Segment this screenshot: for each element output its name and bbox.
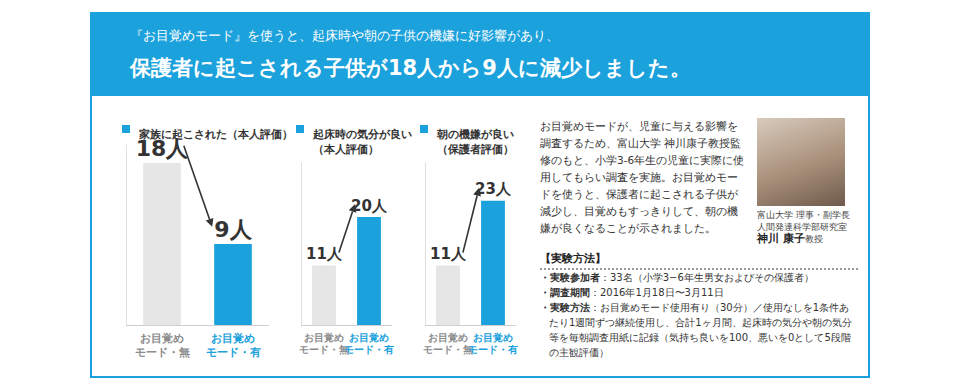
svg-text:9人: 9人 xyxy=(214,217,252,242)
svg-text:モード・無: モード・無 xyxy=(299,344,349,355)
html-text:人間発達科学部研究室: 人間発達科学部研究室 xyxy=(757,222,847,232)
svg-text:モード・有: モード・有 xyxy=(344,344,394,355)
html-text:・調査期間：2016年1月18日〜3月11日: ・調査期間：2016年1月18日〜3月11日 xyxy=(540,287,724,298)
svg-text:朝の機嫌が良い: 朝の機嫌が良い xyxy=(436,128,514,141)
svg-text:お目覚め: お目覚め xyxy=(140,332,184,345)
svg-text:20人: 20人 xyxy=(351,197,388,215)
svg-text:モード・無: モード・無 xyxy=(423,344,473,355)
html-text:保護者に起こされる子供が18人から9人に減少しました。: 保護者に起こされる子供が18人から9人に減少しました。 xyxy=(130,56,691,80)
svg-text:18人: 18人 xyxy=(135,135,189,161)
svg-text:11人: 11人 xyxy=(430,245,467,263)
svg-text:起床時の気分が良い: 起床時の気分が良い xyxy=(312,128,412,141)
html-text:お目覚めモードが、児童に与える影響を調査するため、富山大学: お目覚めモードが、児童に与える影響を調査するため、富山大学 神川康子教授監修のも… xyxy=(540,120,745,234)
svg-text:（保護者評価）: （保護者評価） xyxy=(437,143,514,156)
svg-text:お目覚め: お目覚め xyxy=(349,332,389,343)
svg-text:お目覚め: お目覚め xyxy=(304,332,344,343)
html-text:・実験方法：お目覚めモード使用有り（30分）／使用なしを1条: ・実験方法：お目覚めモード使用有り（30分）／使用なしを1条件あたり1週間ずつ継… xyxy=(540,302,852,358)
svg-text:モード・無: モード・無 xyxy=(135,346,190,359)
html-text:富山大学 理事・副学長: 富山大学 理事・副学長 xyxy=(757,210,850,220)
html-text:【実験方法】: 【実験方法】 xyxy=(540,252,606,265)
svg-text:家族に起こされた（本人評価）: 家族に起こされた（本人評価） xyxy=(138,128,293,141)
svg-text:お目覚め: お目覚め xyxy=(428,332,468,343)
html-text:・実験参加者：33名（小学3−6年生男女およびその保護者）: ・実験参加者：33名（小学3−6年生男女およびその保護者） xyxy=(540,272,814,283)
svg-text:（本人評価）: （本人評価） xyxy=(313,143,379,156)
html-text:『お目覚めモード』を使うと、起床時や朝の子供の機嫌に好影響が: 『お目覚めモード』を使うと、起床時や朝の子供の機嫌に好影響があり、 xyxy=(130,28,559,43)
html-text:神川 康子教授: 神川 康子教授 xyxy=(757,232,823,245)
svg-text:お目覚め: お目覚め xyxy=(473,332,513,343)
svg-text:お目覚め: お目覚め xyxy=(211,332,255,345)
svg-text:23人: 23人 xyxy=(475,180,512,198)
svg-text:モード・有: モード・有 xyxy=(206,346,261,359)
svg-text:11人: 11人 xyxy=(306,245,343,263)
svg-text:モード・有: モード・有 xyxy=(468,344,518,355)
